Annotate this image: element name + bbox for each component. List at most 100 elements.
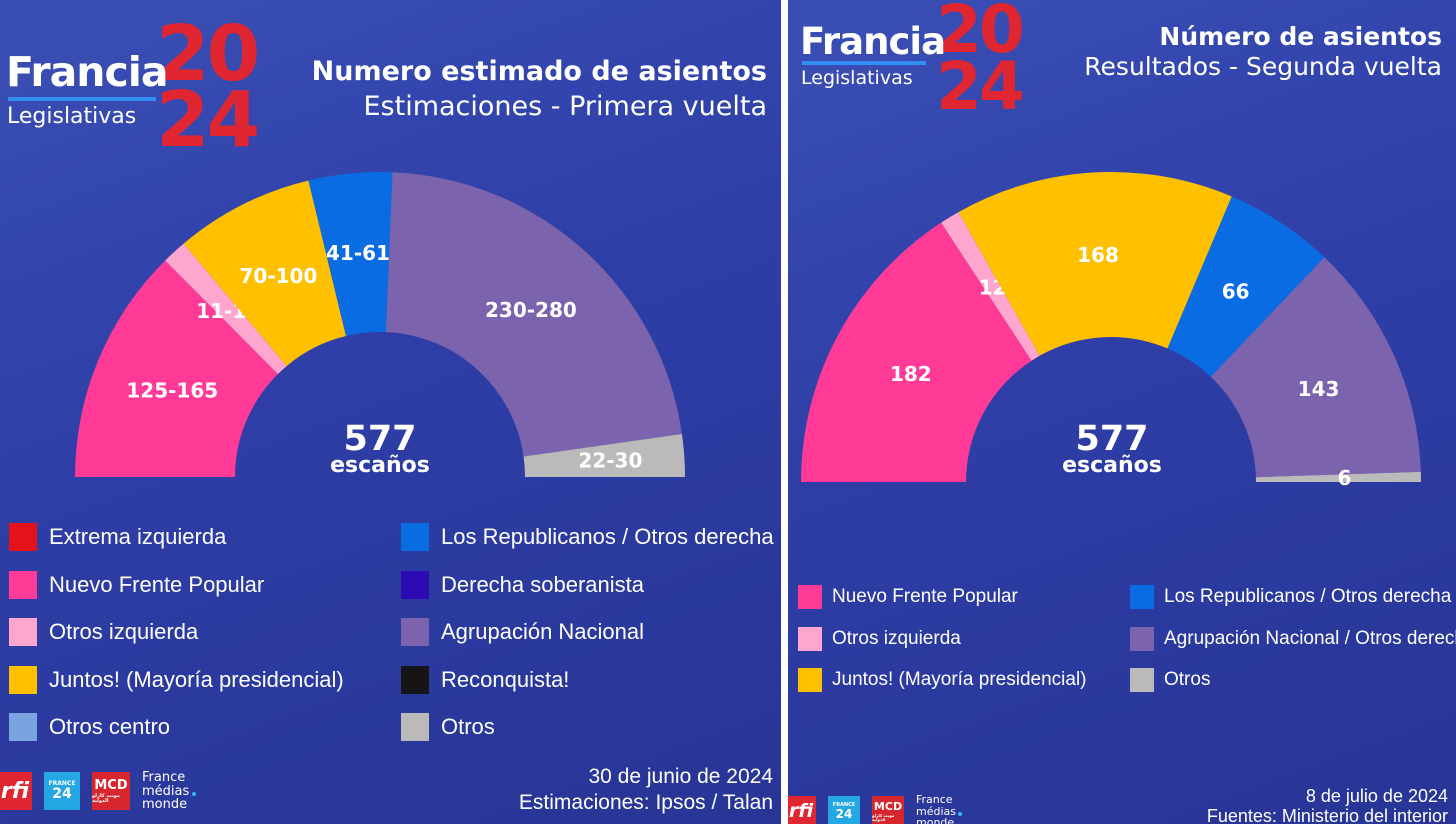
footer-source: Estimaciones: Ipsos / Talan bbox=[518, 791, 773, 814]
legend-item-otros: Otros bbox=[401, 713, 495, 741]
fmm-line-1: France bbox=[142, 770, 186, 785]
seat-slice-nuevo-frente-popular bbox=[75, 260, 278, 477]
legend-item-derecha-soberanista: Derecha soberanista bbox=[401, 570, 645, 599]
seat-label-nuevo-frente-popular: 182 bbox=[890, 362, 932, 386]
seat-slice-otros bbox=[1255, 471, 1421, 482]
fmm-line-2: médias bbox=[142, 783, 190, 799]
france-medias-monde-logo: France médias monde bbox=[916, 793, 962, 824]
chart-title: Numero estimado de asientos bbox=[311, 56, 767, 87]
logo-wordmark: Francia bbox=[800, 20, 946, 63]
fmm-line-3: monde bbox=[142, 797, 188, 813]
legend-label: Nuevo Frente Popular bbox=[49, 571, 265, 597]
logo-year-top: 20 bbox=[936, 0, 1025, 68]
seat-label-otros: 6 bbox=[1338, 466, 1352, 490]
legend-swatch bbox=[798, 585, 822, 609]
fmm-line-3: monde bbox=[916, 816, 955, 824]
legend-item-los-republicanos-otros-derecha: Los Republicanos / Otros derecha bbox=[401, 523, 774, 551]
francia-2024-logo: 20 24 Francia Legislativas bbox=[6, 10, 276, 167]
francia-2024-logo: 20 24 Francia Legislativas bbox=[800, 0, 1040, 127]
legend-swatch bbox=[9, 570, 37, 599]
legend-item-reconquista: Reconquista! bbox=[401, 665, 570, 694]
chart-heading: Numero estimado de asientos Estimaciones… bbox=[312, 56, 767, 122]
chart-subtitle: Estimaciones - Primera vuelta bbox=[363, 91, 767, 122]
legend-swatch bbox=[9, 618, 37, 646]
france-medias-monde-logo: France médias monde bbox=[142, 770, 196, 813]
fmm-line-1: France bbox=[916, 793, 953, 806]
france24-logo-top: FRANCE bbox=[832, 801, 856, 808]
seat-label-juntos-mayoria-presidencial: 168 bbox=[1077, 243, 1119, 267]
france24-logo-bottom: 24 bbox=[835, 806, 853, 821]
legend-item-nuevo-frente-popular: Nuevo Frente Popular bbox=[9, 570, 265, 599]
legend-label: Agrupación Nacional bbox=[441, 619, 645, 644]
legend-label: Otros bbox=[1164, 669, 1211, 690]
seat-total-unit: escaños bbox=[330, 452, 430, 478]
legend-label: Los Republicanos / Otros derecha bbox=[1164, 586, 1452, 607]
fmm-line-2: médias bbox=[916, 804, 956, 818]
logo-year-bottom: 24 bbox=[156, 76, 260, 165]
legend-swatch bbox=[9, 713, 37, 741]
rfi-logo: rfi bbox=[0, 772, 32, 811]
logo-year-top: 20 bbox=[156, 10, 260, 99]
footer-note: 8 de julio de 2024 Fuentes: Ministerio d… bbox=[1207, 786, 1448, 824]
seat-slice-agrupacion-nacional bbox=[385, 172, 682, 457]
seat-slice-agrupacion-nacional-otros-derecha bbox=[1210, 257, 1421, 478]
legend-swatch bbox=[798, 626, 822, 651]
france24-logo: FRANCE 24 bbox=[828, 796, 860, 824]
legend-swatch bbox=[1130, 585, 1154, 609]
legend-label: Otros izquierda bbox=[49, 619, 199, 644]
legend-swatch bbox=[9, 523, 37, 551]
footer-note: 30 de junio de 2024 Estimaciones: Ipsos … bbox=[519, 764, 773, 816]
logo-wordmark: Francia bbox=[6, 48, 168, 96]
logo-subtitle: Legislativas bbox=[801, 67, 913, 89]
legend-label: Otros izquierda bbox=[832, 627, 961, 649]
seat-slice-otros-izquierda bbox=[165, 243, 287, 375]
legend-label: Derecha soberanista bbox=[441, 571, 645, 597]
legend-item-otros-izquierda: Otros izquierda bbox=[798, 626, 961, 651]
legend-item-nuevo-frente-popular: Nuevo Frente Popular bbox=[798, 585, 1018, 609]
chart-heading: Número de asientos Resultados - Segunda … bbox=[1084, 22, 1442, 81]
seat-slice-los-republicanos-otros-derecha bbox=[1167, 196, 1325, 377]
legend-swatch bbox=[401, 523, 429, 551]
legend-swatch bbox=[401, 713, 429, 741]
mcd-logo-bottom: مونت كارلو الدولية bbox=[872, 812, 895, 822]
legend-swatch bbox=[1130, 668, 1154, 692]
mcd-logo-top: MCD bbox=[873, 799, 903, 813]
footer-date: 8 de julio de 2024 bbox=[1305, 786, 1448, 806]
chart-subtitle: Resultados - Segunda vuelta bbox=[1084, 52, 1442, 81]
mcd-logo-bottom: مونت كارلو الدولية bbox=[92, 792, 120, 804]
logo-year-bottom: 24 bbox=[936, 48, 1025, 125]
seat-slice-juntos-mayoria-presidencial bbox=[958, 172, 1232, 356]
broadcaster-logos: rfi FRANCE 24 MCD مونت كارلو الدولية Fra… bbox=[788, 793, 962, 824]
chart-title: Número de asientos bbox=[1159, 22, 1442, 51]
legend-item-otros-centro: Otros centro bbox=[9, 713, 170, 741]
seat-total-number: 577 bbox=[343, 419, 417, 459]
legend-label: Reconquista! bbox=[441, 666, 570, 692]
legend-swatch bbox=[401, 618, 429, 646]
seat-slice-otros bbox=[523, 433, 685, 477]
seat-label-otros: 22-30 bbox=[578, 449, 642, 473]
seat-slice-otros-izquierda bbox=[941, 212, 1040, 361]
mcd-logo: MCD مونت كارلو الدولية bbox=[92, 772, 130, 811]
legend-label: Extrema izquierda bbox=[49, 524, 227, 549]
legend-item-agrupacion-nacional: Agrupación Nacional bbox=[401, 618, 644, 646]
fmm-dot bbox=[192, 792, 196, 796]
legend-label: Los Republicanos / Otros derecha bbox=[441, 524, 774, 549]
legend-item-otros: Otros bbox=[1130, 668, 1210, 692]
legend-swatch bbox=[401, 665, 429, 694]
seat-label-los-republicanos-otros-derecha: 41-61 bbox=[326, 241, 390, 265]
seat-total-number: 577 bbox=[1075, 419, 1149, 459]
legend-swatch bbox=[1130, 626, 1154, 651]
legend-swatch bbox=[798, 668, 822, 692]
seat-slice-los-republicanos-otros-derecha bbox=[308, 172, 393, 337]
legend-item-otros-izquierda: Otros izquierda bbox=[9, 618, 198, 646]
legend-item-juntos-mayoria-presidencial: Juntos! (Mayoría presidencial) bbox=[9, 665, 344, 694]
france24-logo-top: FRANCE bbox=[48, 780, 76, 788]
seat-total-unit: escaños bbox=[1062, 452, 1162, 478]
seat-label-agrupacion-nacional: 230-280 bbox=[485, 298, 577, 322]
seat-label-juntos-mayoria-presidencial: 70-100 bbox=[240, 264, 318, 288]
legend-label: Juntos! (Mayoría presidencial) bbox=[832, 669, 1087, 690]
seat-label-los-republicanos-otros-derecha: 66 bbox=[1222, 280, 1250, 304]
legend-label: Juntos! (Mayoría presidencial) bbox=[49, 666, 344, 692]
